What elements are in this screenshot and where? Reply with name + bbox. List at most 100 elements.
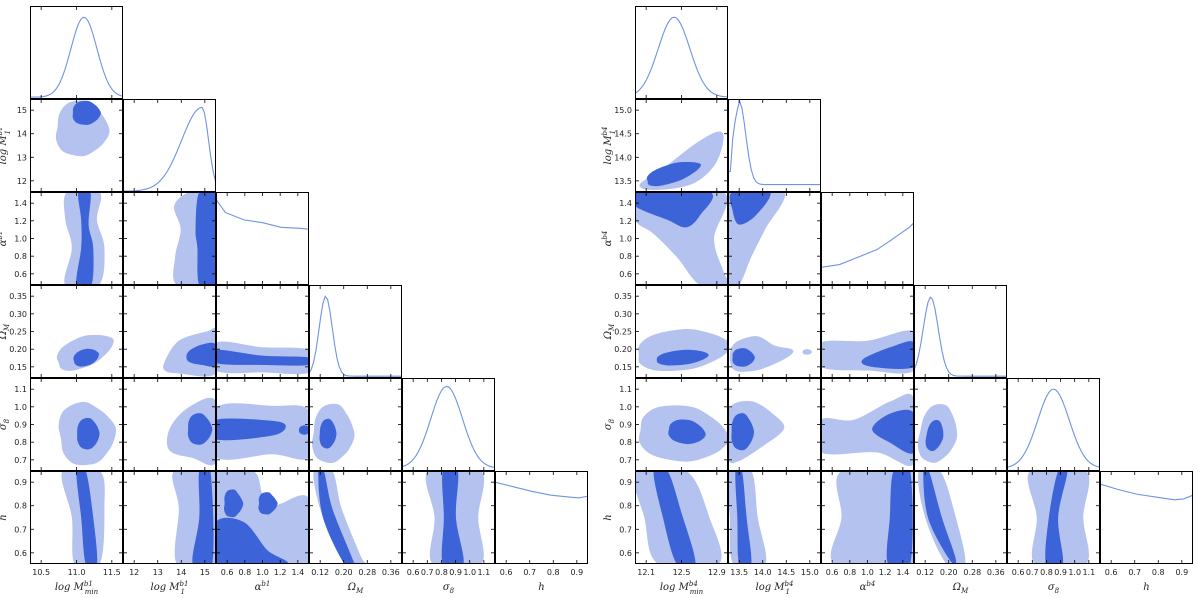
y-axis-label-alpha: αb1 — [0, 231, 9, 247]
marginal-logM4min — [635, 16, 728, 98]
marginal-h — [495, 481, 588, 499]
x-axis-label-logM4: log Mb4 1 — [756, 580, 794, 596]
panel-OmegaM-vs-alpha — [216, 285, 309, 378]
y-tick-label: 0.35 — [614, 292, 632, 301]
panel-h-vs-h — [495, 471, 588, 564]
x-tick-label: 0.8 — [1040, 568, 1053, 577]
panel-frame — [914, 285, 1007, 378]
panel-sigma8-vs-alpha — [821, 378, 914, 471]
y-tick-label: 0.6 — [619, 549, 632, 558]
panel-h-vs-logM4min — [635, 471, 728, 564]
panel-sigma8-vs-sigma8 — [402, 378, 495, 471]
y-tick-label: 0.15 — [614, 363, 632, 372]
panel-frame — [728, 471, 821, 564]
y-tick-label: 1.0 — [14, 235, 27, 244]
y-tick-label: 13 — [17, 153, 27, 162]
panel-h-vs-logM4 — [728, 471, 821, 564]
x-tick-label: 0.9 — [570, 568, 583, 577]
y-axis-label-h: h — [603, 514, 614, 520]
y-tick-label: 0.8 — [14, 502, 27, 511]
panel-alpha-vs-logM4 — [728, 192, 821, 285]
contour-inner-h-logM4min-0 — [653, 471, 696, 564]
marginal-alpha — [216, 199, 309, 230]
x-tick-label: 15.0 — [801, 568, 819, 577]
y-tick-label: 0.7 — [14, 525, 27, 534]
panel-h-vs-sigma8 — [1007, 471, 1100, 564]
x-tick-label: 14.5 — [777, 568, 795, 577]
panel-h-vs-sigma8 — [402, 471, 495, 564]
marginal-sigma8 — [402, 385, 495, 468]
x-tick-label: 0.8 — [435, 568, 448, 577]
contour-inner-sigma8-alpha-0 — [216, 418, 286, 441]
contour-inner-h-alpha-2 — [224, 489, 244, 518]
contour-inner-h-OmegaM-0 — [318, 471, 355, 564]
panel-frame — [309, 285, 402, 378]
y-tick-label: 15 — [17, 106, 27, 115]
contour-inner-alpha-logM1min-0 — [76, 192, 94, 285]
panel-OmegaM-vs-OmegaM — [309, 285, 402, 378]
contour-inner-OmegaM-alpha-0 — [861, 341, 914, 369]
panel-sigma8-vs-OmegaM — [309, 378, 402, 471]
y-tick-label: 0.6 — [14, 549, 27, 558]
panel-alpha-vs-logM4min — [635, 192, 728, 285]
panel-frame — [216, 192, 309, 285]
contour-inner-OmegaM-alpha-0 — [216, 349, 309, 366]
panel-frame — [1007, 471, 1100, 564]
x-tick-label: 0.6 — [407, 568, 420, 577]
panel-OmegaM-vs-logM1 — [123, 285, 216, 378]
x-tick-label: 0.36 — [382, 568, 400, 577]
x-axis-label-alpha: αb1 — [255, 580, 271, 593]
x-axis-label-logM1min: log Mb1 min — [55, 580, 99, 596]
marginal-logM4 — [728, 99, 821, 186]
x-tick-label: 0.6 — [500, 568, 513, 577]
x-axis-label-sigma8: σ8 — [1048, 582, 1060, 595]
panel-frame — [402, 471, 495, 564]
x-tick-label: 0.7 — [1128, 568, 1141, 577]
x-tick-label: 1.0 — [861, 568, 874, 577]
x-tick-label: 0.8 — [1152, 568, 1165, 577]
y-tick-label: 1.0 — [14, 403, 27, 412]
contour-inner-alpha-logM1-0 — [195, 192, 216, 285]
panel-sigma8-vs-logM1min — [30, 378, 123, 471]
panel-frame — [1100, 471, 1193, 564]
panel-alpha-vs-logM1min — [30, 192, 123, 285]
panel-frame — [728, 99, 821, 192]
panel-frame — [495, 471, 588, 564]
y-axis-label-OmegaM: ΩM — [0, 323, 11, 340]
x-tick-label: 1.2 — [879, 568, 892, 577]
x-tick-label: 0.6 — [1105, 568, 1118, 577]
x-tick-label: 0.7 — [1026, 568, 1039, 577]
x-tick-label: 15 — [200, 568, 210, 577]
panel-logM1-vs-logM1 — [123, 99, 216, 192]
contour-outer-OmegaM-logM4-1 — [802, 349, 812, 355]
x-tick-label: 0.8 — [547, 568, 560, 577]
x-axis-label-h: h — [538, 582, 544, 593]
contour-inner-alpha-logM4min-0 — [635, 192, 714, 228]
x-tick-label: 1.2 — [274, 568, 287, 577]
contour-inner-h-logM1min-0 — [76, 471, 98, 564]
panel-frame — [821, 192, 914, 285]
y-tick-label: 14 — [17, 130, 27, 139]
contour-inner-sigma8-logM4min-0 — [668, 419, 706, 445]
x-tick-label: 0.28 — [963, 568, 981, 577]
x-tick-label: 11.5 — [103, 568, 121, 577]
x-tick-label: 0.12 — [311, 568, 329, 577]
y-tick-label: 0.8 — [14, 252, 27, 261]
panel-frame — [914, 471, 1007, 564]
panel-sigma8-vs-logM4 — [728, 378, 821, 471]
contour-inner-OmegaM-logM1min-0 — [73, 348, 99, 367]
contour-inner-logM1-logM1min-0 — [72, 100, 101, 125]
contour-inner-h-logM4-0 — [735, 471, 752, 564]
y-tick-label: 1.1 — [14, 385, 27, 394]
x-axis-label-logM4min: log Mb4 min — [660, 580, 704, 596]
x-tick-label: 0.28 — [358, 568, 376, 577]
y-tick-label: 0.15 — [9, 363, 27, 372]
panel-OmegaM-vs-logM4 — [728, 285, 821, 378]
x-tick-label: 1.1 — [1082, 568, 1095, 577]
panel-alpha-vs-logM1 — [123, 192, 216, 285]
contour-outer-sigma8-alpha-0 — [821, 393, 914, 466]
panel-logM4-vs-logM4min — [635, 99, 728, 192]
